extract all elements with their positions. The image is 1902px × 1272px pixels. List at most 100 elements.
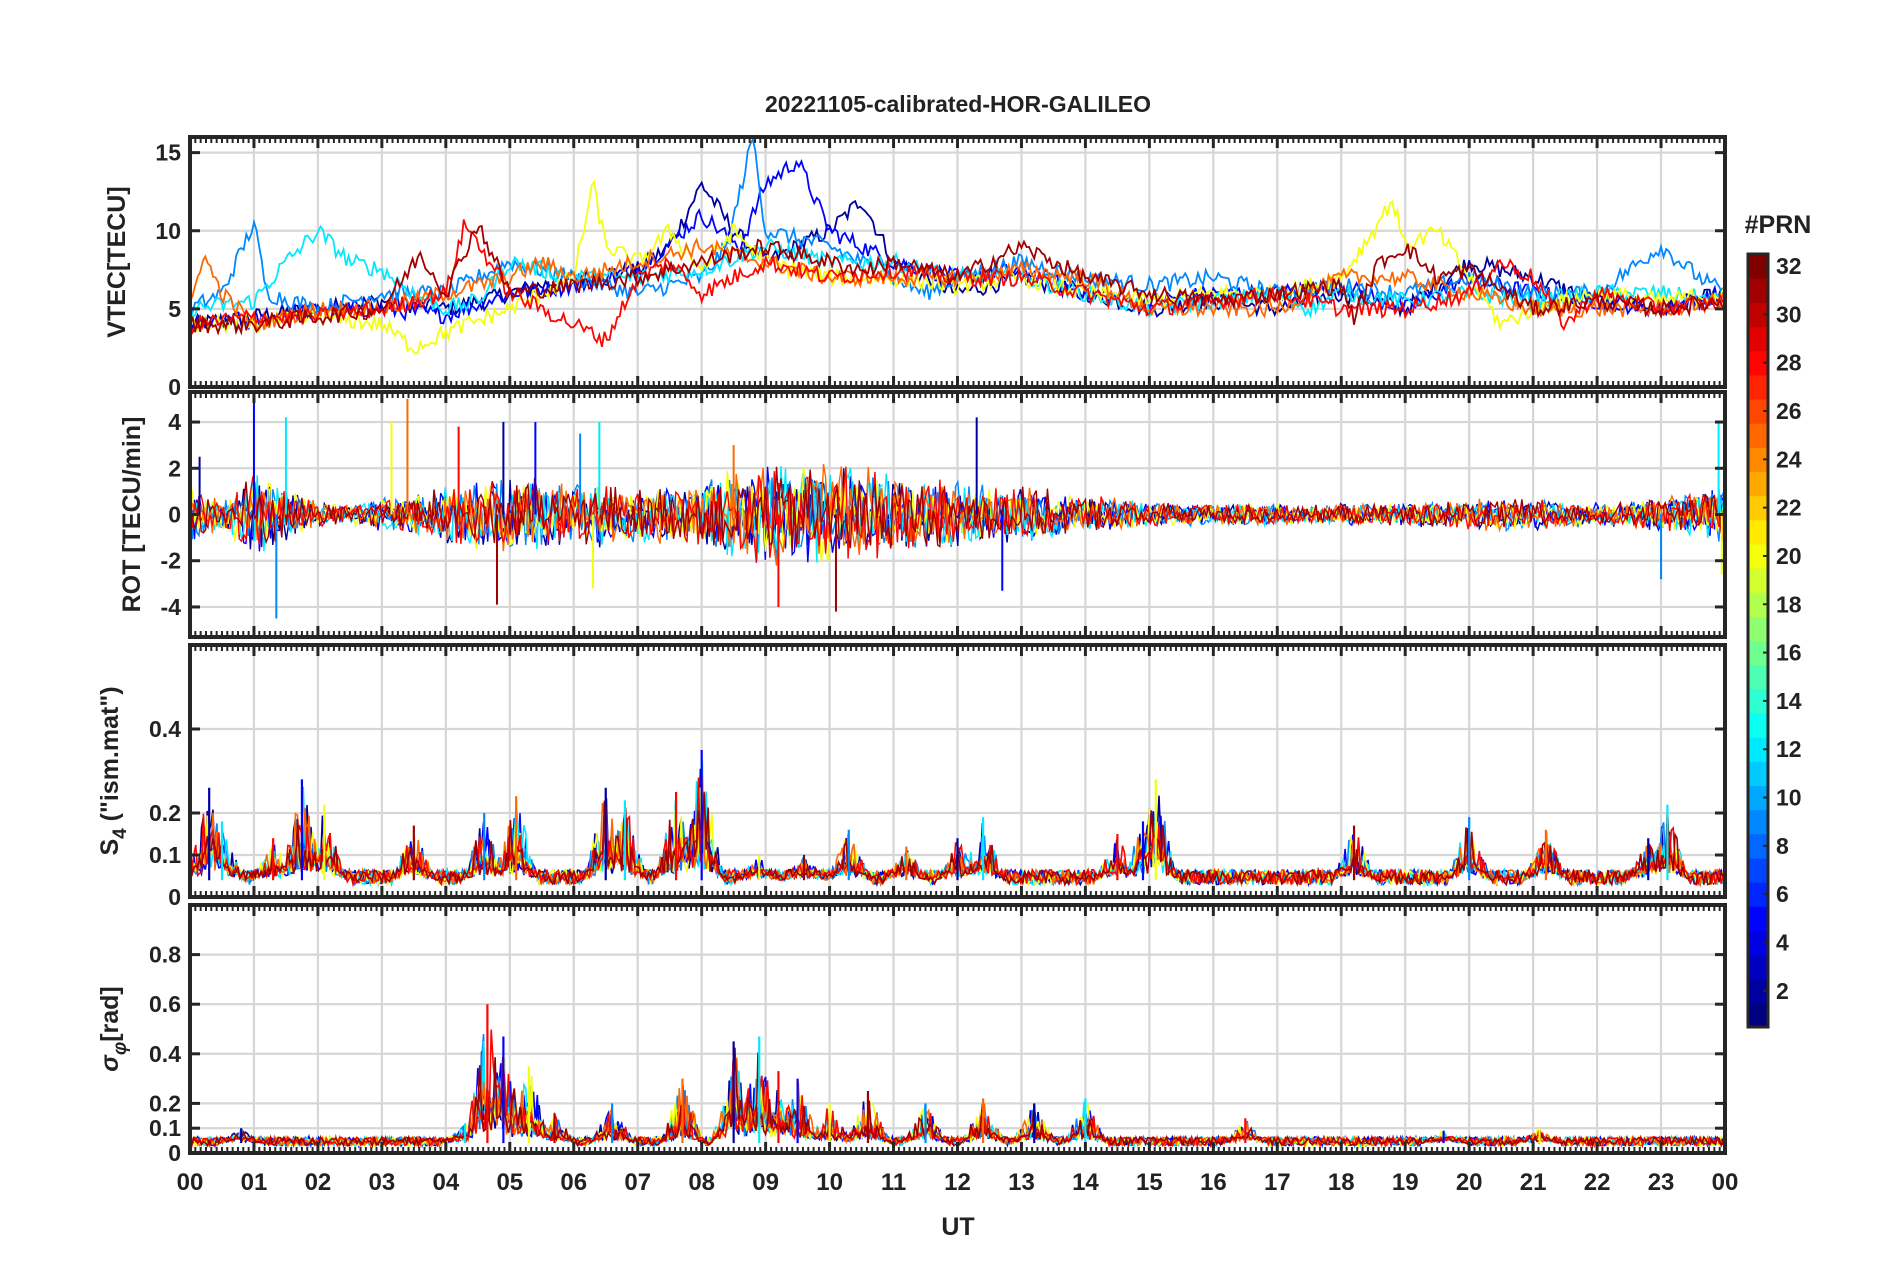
colorbar-swatch [1748,785,1768,811]
colorbar-swatch [1748,398,1768,424]
series-group [190,750,1724,888]
x-tick-label: 10 [816,1169,843,1196]
colorbar-tick-label: 32 [1776,253,1802,279]
x-tick-label: 11 [881,1169,906,1196]
vtec-panel: 0 5 10 15 VTEC[TECU] [103,135,1727,400]
y-tick-label: 5 [168,296,181,322]
x-tick-label: 22 [1584,1169,1611,1196]
colorbar-label: #PRN [1745,211,1812,239]
colorbar-swatch [1748,278,1768,303]
colorbar-swatch [1748,471,1768,497]
x-tick-label: 02 [305,1169,332,1196]
colorbar-swatch [1748,761,1768,787]
colorbar-swatch [1748,1002,1768,1028]
y-tick-label: 10 [155,218,181,244]
colorbar-swatch [1748,833,1768,859]
x-tick-label: 14 [1072,1169,1099,1196]
colorbar-swatch [1748,254,1768,279]
scint-series-prn-28 [190,1029,1724,1149]
colorbar-tick-label: 6 [1776,881,1789,907]
colorbar-swatch [1748,495,1768,521]
x-tick-label: 12 [944,1169,971,1196]
colorbar-swatch [1748,423,1768,448]
figure-title: 20221105-calibrated-HOR-GALILEO [765,91,1151,117]
y-axis-label: S4 ("ism.mat") [96,686,131,855]
vtec-series-prn-20 [190,179,1725,355]
colorbar-swatch [1748,930,1768,956]
x-tick-label: 20 [1456,1169,1483,1196]
y-tick-label: 0.4 [149,716,181,742]
x-tick-label: 04 [432,1169,459,1196]
x-tick-label: 00 [177,1169,204,1196]
y-tick-label: 0.1 [149,842,181,868]
colorbar-swatch [1748,978,1768,1004]
y-axis-label: ROT [TECU/min] [118,417,146,613]
colorbar-tick-label: 18 [1776,591,1802,617]
y-tick-label: 0.1 [149,1115,181,1141]
colorbar-swatch [1748,857,1768,883]
colorbar-frame [1746,252,1770,1029]
sigma-phi-panel: 00.10.2 0.4 0.6 0.8 σφ[rad] [96,903,1727,1166]
colorbar-swatch [1748,447,1768,473]
x-tick-label: 13 [1008,1169,1035,1196]
colorbar-swatch [1748,543,1768,569]
colorbar-swatch [1748,519,1768,545]
x-tick-label: 01 [241,1169,268,1196]
series-group [190,137,1725,355]
colorbar-swatch [1748,302,1768,328]
series-group [190,392,1725,619]
y-tick-label: 0 [168,502,181,528]
y-tick-label: 0 [168,884,181,910]
x-tick-label: 15 [1136,1169,1163,1196]
y-tick-label: 2 [168,455,181,481]
colorbar-swatch [1748,737,1768,762]
s4-panel: 0 0.1 0.2 0.4 S4 ("ism.mat") [96,643,1727,910]
y-tick-label: 0.4 [149,1041,181,1067]
x-axis-label: UT [941,1213,974,1241]
rot-panel: -4 -2 0 2 4 ROT [TECU/min] [118,390,1727,639]
y-tick-label: 0.6 [149,991,181,1017]
x-tick-label: 03 [369,1169,396,1196]
colorbar-swatch [1748,326,1768,352]
colorbar-tick-label: 12 [1776,736,1802,762]
y-tick-label: -4 [161,594,182,620]
y-tick-label: -2 [161,548,181,574]
x-tick-label: 09 [752,1169,779,1196]
colorbar-swatch [1748,640,1768,666]
vtec-series-prn-2 [190,180,1725,330]
colorbar-swatch [1748,712,1768,738]
y-tick-label: 0 [168,374,181,400]
y-axis-label: VTEC[TECU] [103,186,131,337]
colorbar-swatch [1748,592,1768,617]
y-tick-label: 0.8 [149,942,181,968]
y-tick-label: 15 [155,140,181,166]
colorbar-swatch [1748,809,1768,835]
x-tick-label: 18 [1328,1169,1355,1196]
colorbar-tick-label: 10 [1776,785,1802,811]
colorbar-tick-label: 16 [1776,640,1802,666]
x-tick-label: 06 [560,1169,587,1196]
rot-series-prn-31 [190,466,1725,551]
y-tick-label: 0.2 [149,1090,181,1116]
colorbar-swatch [1748,906,1768,931]
x-tick-label: 00 [1712,1169,1739,1196]
colorbar-swatch [1748,882,1768,907]
colorbar-tick-label: 8 [1776,833,1789,859]
x-axis: 00 01 02 03 04 05 06 07 08 09 10 11 12 13 14 15 16 17 18 19… [177,1169,1739,1196]
colorbar-swatch [1748,374,1768,400]
x-tick-label: 16 [1200,1169,1227,1196]
y-axis-label: σφ[rad] [96,986,131,1072]
colorbar-tick-label: 28 [1776,350,1802,376]
colorbar-swatch [1748,688,1768,714]
colorbar-tick-label: 22 [1776,495,1802,521]
y-tick-label: 0 [168,1140,181,1166]
x-tick-label: 23 [1648,1169,1675,1196]
x-tick-label: 07 [624,1169,651,1196]
x-tick-label: 19 [1392,1169,1419,1196]
colorbar-tick-label: 30 [1776,301,1802,327]
x-tick-label: 17 [1264,1169,1291,1196]
y-tick-label: 4 [168,409,181,435]
x-tick-label: 21 [1520,1169,1547,1196]
colorbar-tick-label: 4 [1776,929,1789,955]
